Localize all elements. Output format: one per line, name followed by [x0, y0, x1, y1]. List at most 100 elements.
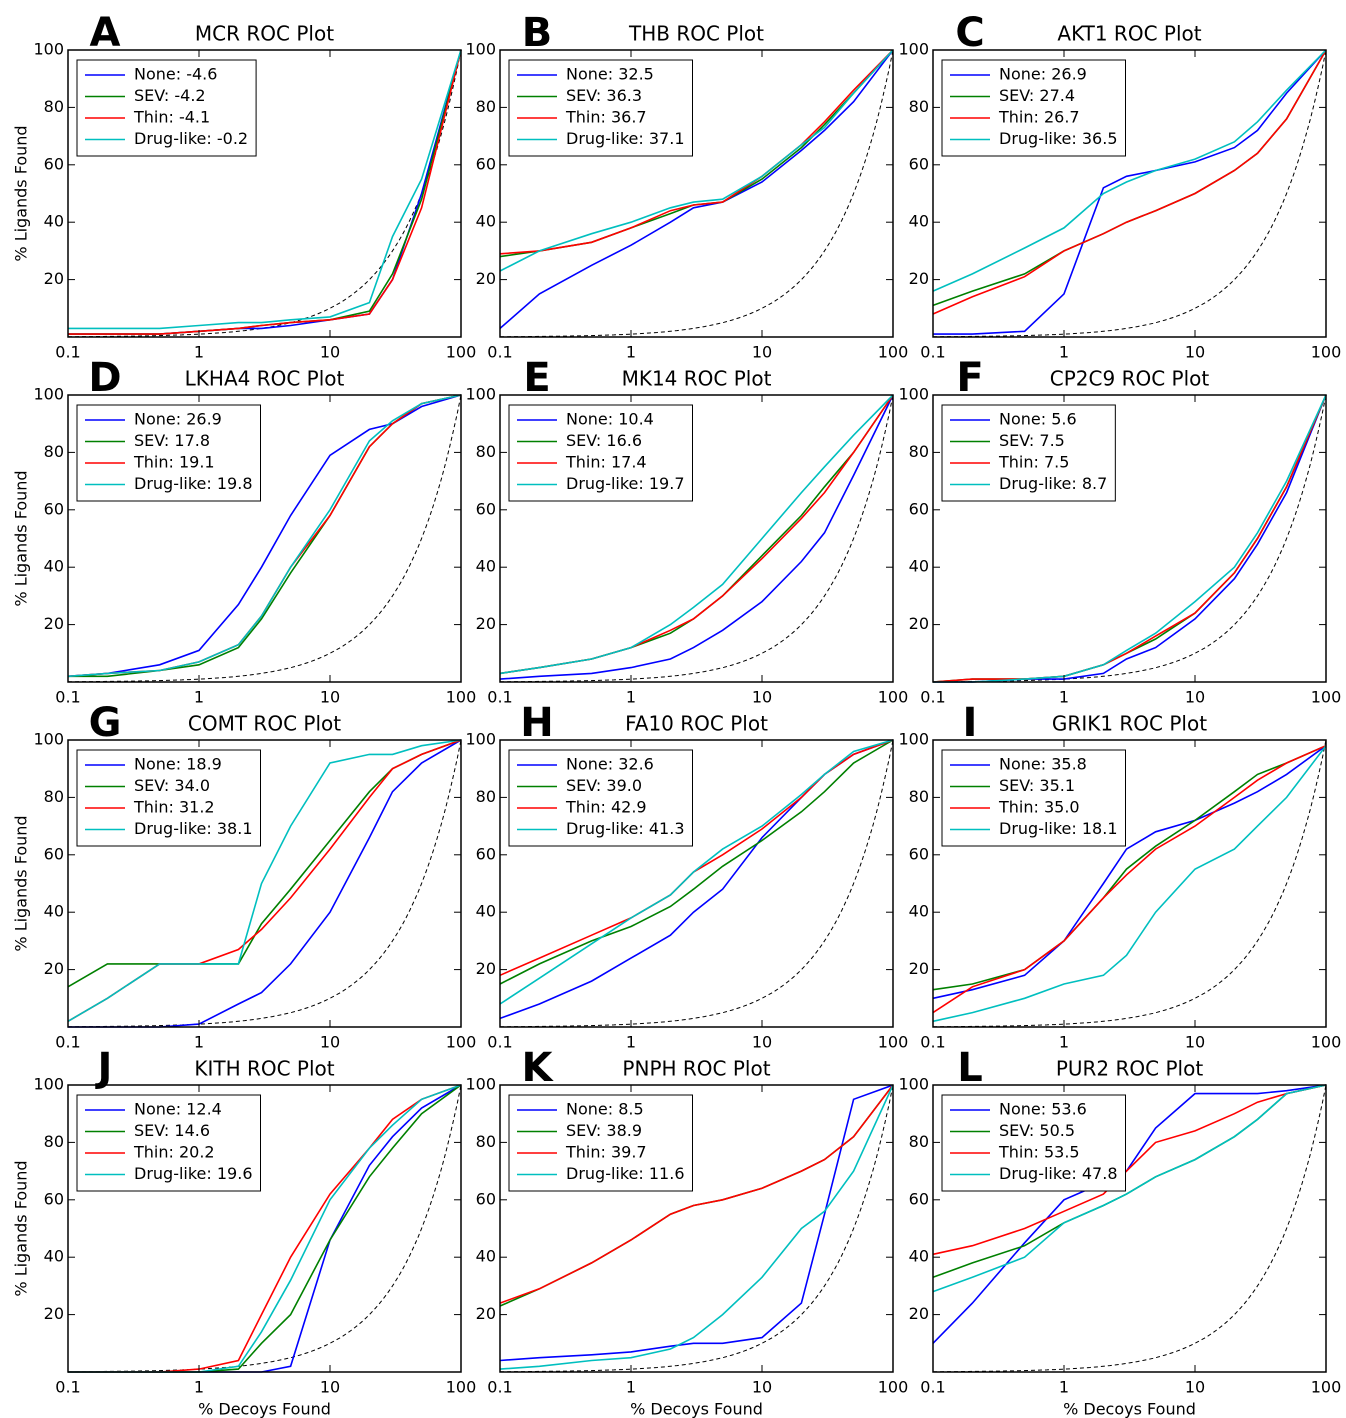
legend-label: Thin: 36.7 — [565, 108, 647, 127]
panel: F CP2C9 ROC Plot 0.1 1 10 100 20 40 60 80 100 None:… — [898, 355, 1341, 707]
y-tick-label: 100 — [33, 730, 64, 749]
panel-letter: B — [522, 10, 553, 56]
plot-frame — [932, 739, 1327, 1028]
legend-label: Thin: 20.2 — [133, 1143, 215, 1162]
legend-label: None: 5.6 — [999, 410, 1077, 429]
y-tick-label: 20 — [909, 614, 929, 633]
x-tick-label: 100 — [446, 1378, 477, 1397]
panel-title: LKHA4 ROC Plot — [185, 367, 345, 391]
y-axis-label: % Ligands Found — [12, 815, 31, 951]
panel-title: COMT ROC Plot — [188, 712, 341, 736]
x-tick-label: 0.1 — [487, 343, 512, 362]
legend-label: Drug-like: 11.6 — [566, 1164, 685, 1183]
legend-label: SEV: 16.6 — [566, 431, 642, 450]
roc-curve — [932, 49, 1327, 315]
plot-frame — [67, 1084, 462, 1373]
legend-label: Thin: 19.1 — [133, 453, 215, 472]
panel: J KITH ROC Plot 0.1 1 10 100 20 40 60 80 100 % Deco… — [12, 1045, 477, 1418]
legend-label: None: 12.4 — [134, 1100, 222, 1119]
panel-letter: L — [957, 1045, 983, 1091]
plot-frame — [499, 739, 894, 1028]
roc-curve — [499, 49, 894, 272]
random-line — [933, 739, 1327, 1028]
y-tick-label: 100 — [465, 385, 496, 404]
legend-label: None: 8.5 — [566, 1100, 644, 1119]
panel-title: MCR ROC Plot — [195, 22, 334, 46]
x-tick-label: 100 — [878, 1033, 909, 1052]
roc-curve — [499, 1084, 894, 1304]
random-line — [500, 739, 894, 1028]
legend-label: Thin: 17.4 — [565, 453, 647, 472]
y-axis-label: % Ligands Found — [12, 470, 31, 606]
x-tick-label: 1 — [1059, 1378, 1069, 1397]
y-tick-label: 80 — [909, 1132, 929, 1151]
y-tick-label: 80 — [476, 97, 496, 116]
roc-curve — [932, 1084, 1327, 1293]
panel-letter: J — [95, 1045, 113, 1091]
x-tick-label: 1 — [626, 1378, 636, 1397]
y-tick-label: 20 — [909, 959, 929, 978]
y-tick-label: 40 — [909, 1247, 929, 1266]
plot-frame — [67, 49, 462, 338]
x-tick-label: 100 — [1311, 688, 1342, 707]
panel-letter: D — [88, 355, 121, 401]
legend-label: SEV: 17.8 — [134, 431, 210, 450]
x-tick-label: 100 — [446, 688, 477, 707]
y-tick-label: 40 — [44, 1247, 64, 1266]
roc-curve — [499, 49, 894, 330]
x-tick-label: 0.1 — [920, 688, 945, 707]
panel: G COMT ROC Plot 0.1 1 10 100 20 40 60 80 100 % Liga… — [12, 700, 477, 1052]
legend-label: Thin: 31.2 — [133, 798, 215, 817]
x-tick-label: 10 — [752, 1033, 772, 1052]
legend-label: SEV: 36.3 — [566, 86, 642, 105]
y-tick-label: 60 — [909, 1189, 929, 1208]
y-tick-label: 20 — [476, 269, 496, 288]
y-tick-label: 40 — [476, 212, 496, 231]
legend-label: None: 32.5 — [566, 65, 654, 84]
roc-curve — [932, 1084, 1327, 1344]
roc-curve — [499, 394, 894, 680]
legend-label: SEV: -4.2 — [134, 86, 206, 105]
x-tick-label: 10 — [320, 688, 340, 707]
y-tick-label: 20 — [476, 1304, 496, 1323]
x-axis-label: % Decoys Found — [1063, 1400, 1196, 1418]
legend-label: Drug-like: -0.2 — [134, 129, 248, 148]
legend-label: SEV: 7.5 — [999, 431, 1065, 450]
x-tick-label: 10 — [1185, 1378, 1205, 1397]
x-tick-label: 0.1 — [487, 1378, 512, 1397]
y-tick-label: 40 — [476, 902, 496, 921]
plot-frame — [499, 49, 894, 338]
y-tick-label: 100 — [898, 730, 929, 749]
legend-label: None: 35.8 — [999, 755, 1087, 774]
random-line — [68, 394, 462, 683]
y-tick-label: 40 — [476, 1247, 496, 1266]
panel: K PNPH ROC Plot 0.1 1 10 100 20 40 60 80 100 % Deco… — [465, 1045, 908, 1418]
roc-curve — [932, 744, 1327, 1014]
x-tick-label: 10 — [320, 1378, 340, 1397]
legend-label: SEV: 14.6 — [134, 1121, 210, 1140]
panel-letter: F — [956, 355, 983, 401]
x-tick-label: 100 — [446, 343, 477, 362]
panel: B THB ROC Plot 0.1 1 10 100 20 40 60 80 100 None: 3… — [465, 10, 908, 362]
x-tick-label: 10 — [1185, 688, 1205, 707]
panel-title: KITH ROC Plot — [194, 1057, 334, 1081]
x-tick-label: 1 — [1059, 343, 1069, 362]
legend-label: Drug-like: 19.7 — [566, 474, 685, 493]
y-tick-label: 40 — [44, 557, 64, 576]
roc-curve — [68, 49, 462, 335]
x-tick-label: 1 — [194, 1033, 204, 1052]
y-tick-label: 60 — [909, 844, 929, 863]
panel-letter: I — [963, 700, 978, 746]
x-tick-label: 0.1 — [55, 343, 80, 362]
y-tick-label: 60 — [44, 154, 64, 173]
x-tick-label: 1 — [194, 1378, 204, 1397]
random-line — [68, 739, 462, 1028]
legend-label: Drug-like: 19.8 — [134, 474, 253, 493]
legend-label: Thin: 35.0 — [998, 798, 1080, 817]
y-tick-label: 60 — [44, 1189, 64, 1208]
panel-letter: A — [90, 10, 121, 56]
y-tick-label: 100 — [465, 730, 496, 749]
y-tick-label: 60 — [476, 154, 496, 173]
panel: C AKT1 ROC Plot 0.1 1 10 100 20 40 60 80 100 None: … — [898, 10, 1341, 362]
